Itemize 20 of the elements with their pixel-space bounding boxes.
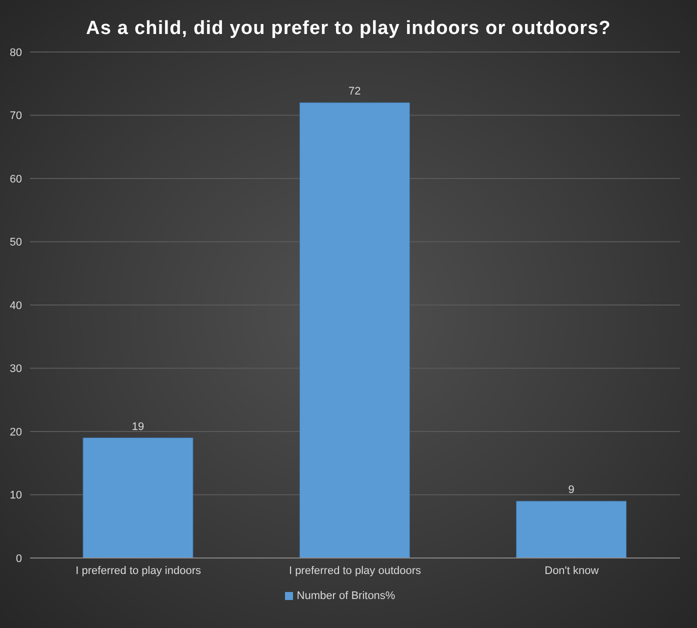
- y-tick-label: 0: [16, 552, 22, 565]
- x-tick-label: I preferred to play outdoors: [288, 564, 422, 577]
- x-tick-label: Don't know: [544, 564, 599, 577]
- bar: [82, 438, 194, 558]
- data-label: 9: [568, 484, 574, 496]
- y-tick-label: 10: [10, 490, 22, 502]
- text: Number of Britons%: [296, 590, 396, 602]
- y-tick-label: 80: [10, 46, 22, 59]
- data-label: 19: [132, 420, 144, 433]
- y-tick-label: 20: [10, 426, 22, 438]
- y-tick-label: 40: [10, 300, 22, 312]
- y-tick-label: 70: [10, 110, 22, 122]
- data-label: 72: [348, 86, 361, 98]
- bar: [516, 500, 627, 558]
- bar: [299, 102, 410, 558]
- x-tick-label: I preferred to play indoors: [76, 564, 202, 577]
- y-tick-label: 50: [10, 236, 22, 249]
- y-tick-label: 30: [10, 363, 22, 376]
- y-tick-label: 60: [10, 173, 22, 186]
- chart-title: As a child, did you prefer to play indoors or outdoors?: [85, 18, 612, 40]
